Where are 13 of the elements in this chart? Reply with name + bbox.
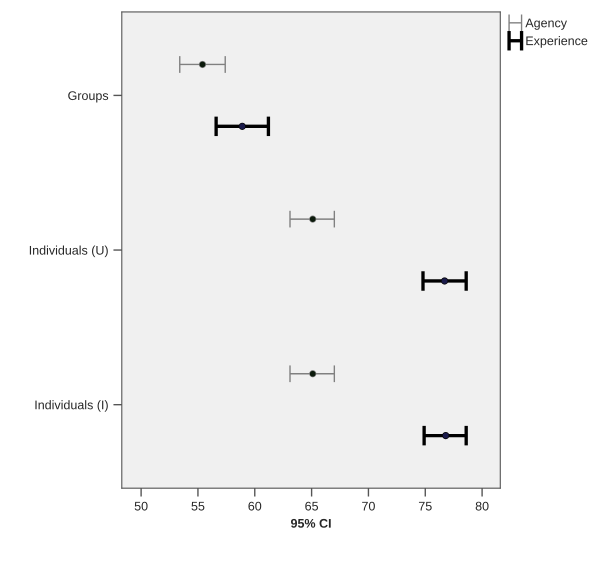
x-tick-label: 55 <box>191 502 204 511</box>
legend-label: Experience <box>526 36 588 48</box>
x-tick-label: 50 <box>134 502 148 511</box>
y-tick-label: Groups <box>68 91 108 103</box>
x-tick-label: 65 <box>305 502 318 511</box>
x-tick-label: 75 <box>418 502 432 511</box>
x-tick-label: 70 <box>362 502 375 511</box>
y-tick-label: Individuals (U) <box>30 246 108 258</box>
y-tick-label: Individuals (I) <box>35 400 108 412</box>
legend-label: Agency <box>525 18 567 30</box>
x-axis-title: 95% CI <box>290 518 331 528</box>
x-tick-label: 60 <box>248 502 262 511</box>
x-tick-label: 80 <box>476 502 489 511</box>
